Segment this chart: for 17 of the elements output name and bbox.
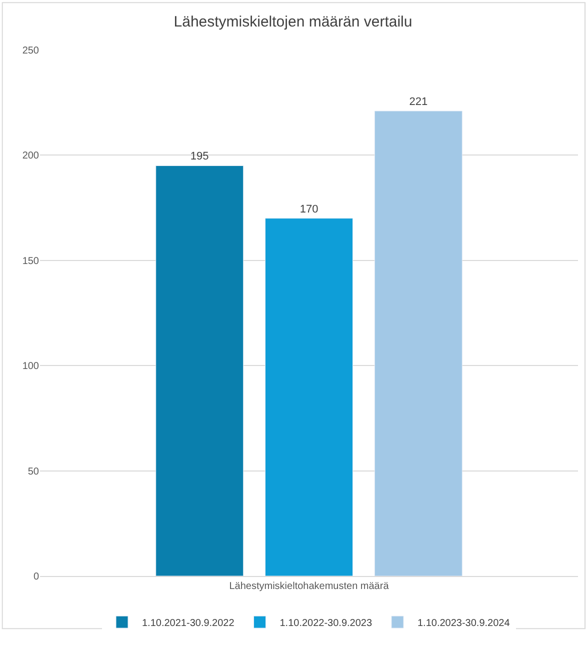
y-tick-label: 100 [22, 361, 40, 372]
y-tick-label: 150 [22, 256, 40, 267]
bar [374, 110, 462, 576]
data-label: 170 [300, 203, 318, 216]
x-tick-label: Lähestymiskieltohakemusten määrä [229, 581, 390, 592]
legend-label: 1.10.2021-30.9.2022 [142, 618, 235, 629]
y-tick-label: 200 [22, 150, 40, 162]
y-tick-label: 250 [22, 46, 40, 56]
y-tick-label: 50 [28, 466, 40, 478]
y-tick-label: 0 [33, 572, 40, 582]
legend-label: 1.10.2023-30.9.2024 [417, 618, 510, 629]
bar [156, 165, 244, 576]
data-label: 221 [409, 96, 428, 108]
data-label: 195 [190, 150, 209, 163]
chart-title: Lähestymiskieltojen määrän vertailu [174, 14, 412, 31]
bar [264, 218, 354, 576]
legend-label: 1.10.2022-30.9.2023 [280, 618, 372, 629]
